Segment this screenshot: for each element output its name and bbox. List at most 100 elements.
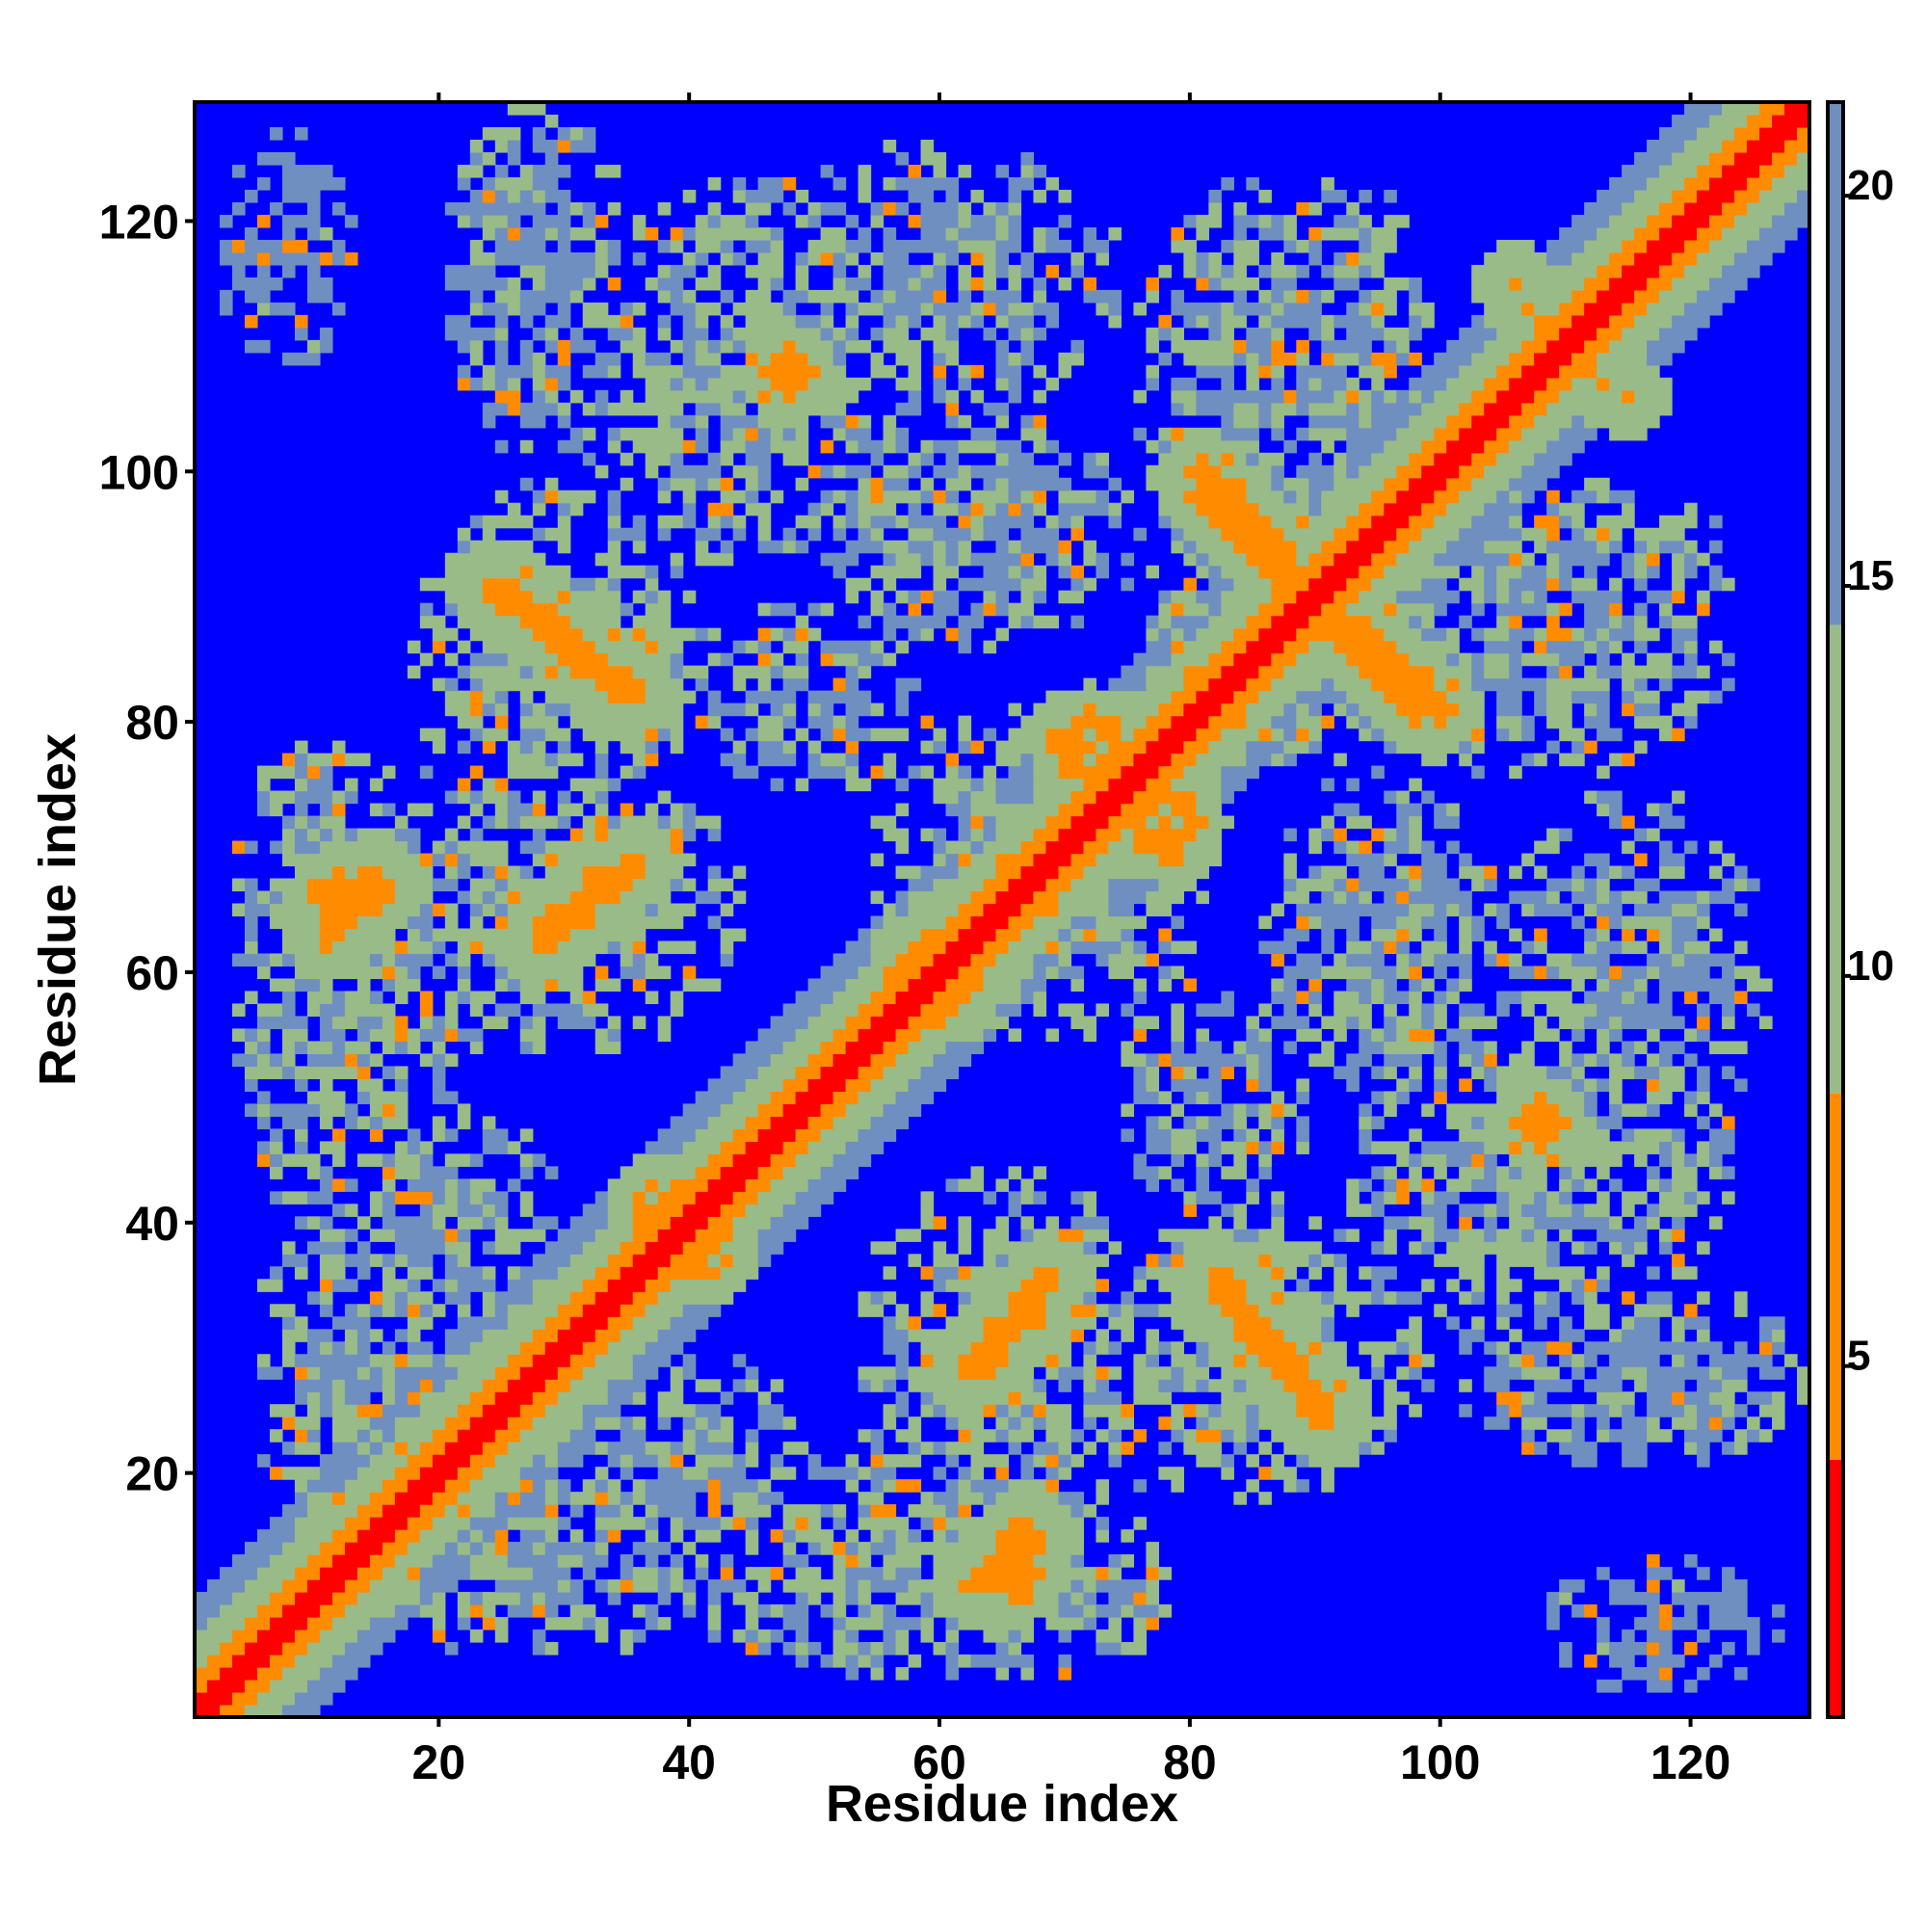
heatmap-cell <box>419 728 446 742</box>
heatmap-cell <box>870 1654 884 1668</box>
heatmap-cell <box>582 314 621 329</box>
heatmap-cell <box>983 828 997 842</box>
heatmap-cell <box>1208 1416 1247 1430</box>
heatmap-cell <box>682 1416 697 1430</box>
heatmap-cell <box>1020 1391 1047 1405</box>
heatmap-cell <box>1233 690 1259 704</box>
heatmap-cell <box>1384 214 1410 228</box>
heatmap-cell <box>1121 1291 1135 1305</box>
heatmap-cell <box>970 1266 1035 1280</box>
heatmap-cell <box>1659 1041 1685 1055</box>
heatmap-cell <box>544 339 559 354</box>
heatmap-cell <box>444 915 459 930</box>
heatmap-cell <box>1221 1304 1259 1317</box>
heatmap-cell <box>1233 264 1247 278</box>
heatmap-cell <box>469 1479 521 1493</box>
heatmap-cell <box>544 1316 571 1330</box>
heatmap-cell <box>507 151 521 166</box>
heatmap-cell <box>457 1492 496 1505</box>
heatmap-cell <box>1371 402 1422 416</box>
heatmap-cell <box>1133 1153 1148 1167</box>
heatmap-cell <box>256 1103 271 1117</box>
heatmap-cell <box>757 1642 772 1655</box>
heatmap-cell <box>482 1216 496 1230</box>
heatmap-cell <box>745 477 759 491</box>
heatmap-cell <box>945 753 960 767</box>
heatmap-cell <box>995 214 1010 228</box>
heatmap-cell <box>820 490 834 504</box>
heatmap-cell <box>1571 690 1610 704</box>
heatmap-cell <box>1697 1442 1710 1455</box>
heatmap-cell <box>507 753 546 767</box>
heatmap-cell <box>569 339 596 354</box>
heatmap-cell <box>532 1592 546 1605</box>
heatmap-cell <box>757 540 784 554</box>
heatmap-cell <box>807 201 822 216</box>
heatmap-cell <box>444 565 521 579</box>
heatmap-cell <box>1033 615 1060 629</box>
heatmap-cell <box>306 277 333 291</box>
heatmap-cell <box>682 327 709 341</box>
heatmap-cell <box>920 590 935 604</box>
heatmap-cell <box>1296 402 1309 416</box>
heatmap-cell <box>970 828 985 842</box>
heatmap-cell <box>858 1604 872 1618</box>
heatmap-cell <box>933 389 947 404</box>
heatmap-cell <box>607 1178 647 1192</box>
heatmap-cell <box>657 1291 734 1305</box>
heatmap-cell <box>1496 1354 1510 1367</box>
heatmap-cell <box>1597 1567 1610 1580</box>
heatmap-cell <box>594 239 609 253</box>
colorbar-tick-label: 10 <box>1847 942 1894 990</box>
heatmap-cell <box>657 815 672 830</box>
heatmap-cell <box>382 1153 396 1167</box>
heatmap-cell <box>507 652 559 667</box>
heatmap-cell <box>1534 1442 1547 1455</box>
heatmap-cell <box>1283 865 1297 880</box>
heatmap-cell <box>1371 1266 1397 1280</box>
heatmap-cell <box>770 778 784 792</box>
heatmap-cell <box>1584 1354 1597 1367</box>
heatmap-cell <box>1434 1229 1460 1242</box>
heatmap-cell <box>1308 1354 1347 1367</box>
heatmap-cell <box>1722 226 1760 241</box>
heatmap-cell <box>645 1517 659 1530</box>
heatmap-cell <box>544 327 559 341</box>
heatmap-cell <box>1384 189 1397 203</box>
heatmap-cell <box>870 1429 884 1442</box>
heatmap-cell <box>720 515 734 529</box>
heatmap-cell <box>782 1442 809 1455</box>
heatmap-cell <box>1384 477 1410 491</box>
heatmap-cell <box>645 903 659 917</box>
heatmap-cell <box>1521 1404 1572 1417</box>
heatmap-cell <box>1070 1504 1085 1518</box>
heatmap-cell <box>795 427 809 441</box>
heatmap-cell <box>883 577 897 592</box>
heatmap-cell <box>745 1629 759 1643</box>
heatmap-cell <box>1484 1204 1497 1217</box>
heatmap-cell <box>1409 302 1435 316</box>
heatmap-cell <box>933 953 972 967</box>
heatmap-cell <box>1697 1329 1710 1342</box>
heatmap-cell <box>807 502 822 516</box>
heatmap-cell <box>770 377 809 391</box>
heatmap-cell <box>1196 1404 1209 1417</box>
heatmap-cell <box>1045 840 1085 855</box>
heatmap-cell <box>832 677 847 692</box>
heatmap-cell <box>382 1366 396 1380</box>
heatmap-cell <box>958 364 972 379</box>
heatmap-cell <box>1772 176 1810 191</box>
heatmap-cell <box>695 1229 734 1242</box>
heatmap-cell <box>1534 702 1547 717</box>
heatmap-cell <box>1622 1254 1635 1267</box>
heatmap-cell <box>1296 627 1385 642</box>
heatmap-cell <box>1421 878 1460 892</box>
heatmap-cell <box>645 803 659 817</box>
heatmap-cell <box>356 1442 371 1455</box>
heatmap-cell <box>995 339 1010 354</box>
heatmap-cell <box>594 1467 609 1480</box>
heatmap-cell <box>1634 1241 1648 1255</box>
heatmap-cell <box>645 452 672 466</box>
heatmap-cell <box>419 1379 434 1392</box>
heatmap-cell <box>494 690 509 704</box>
